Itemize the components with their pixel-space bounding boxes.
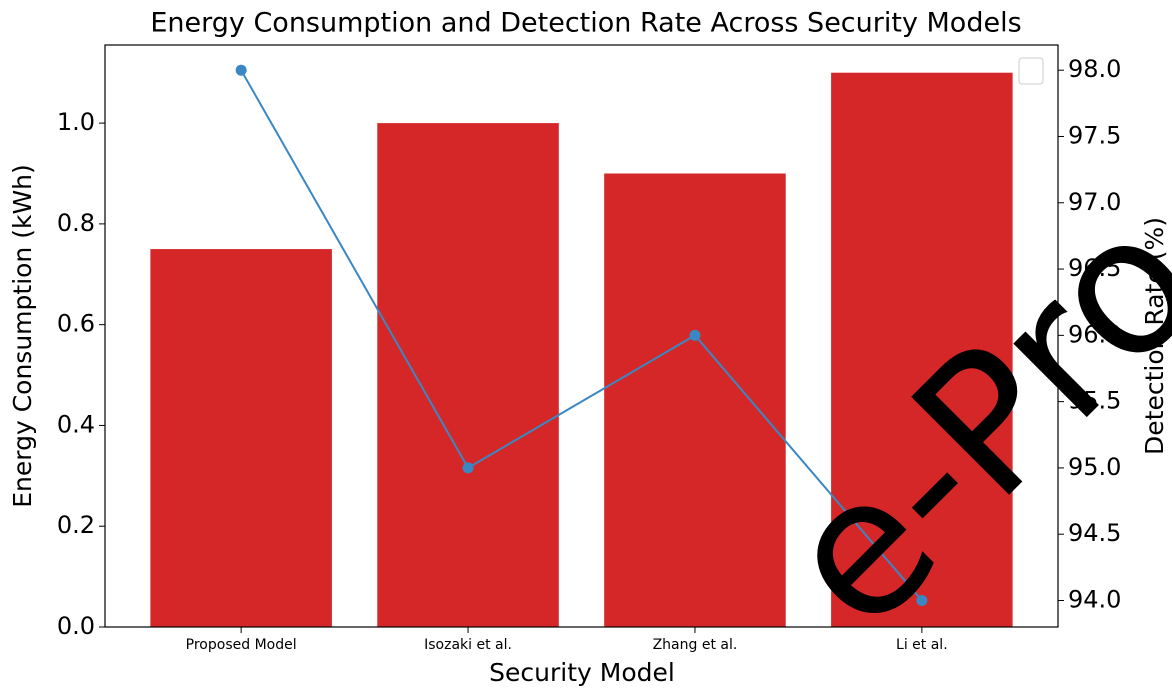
line	[240, 69, 923, 602]
y-tick-label: 0.4	[57, 410, 95, 438]
x-tick-label: Proposed Model	[186, 637, 297, 653]
point	[916, 594, 928, 606]
y2-tick-label: 96.0	[1068, 320, 1121, 348]
y-axis-label: Energy Consumption (kWh)	[8, 164, 37, 508]
y2-tick-label: 94.0	[1068, 585, 1121, 613]
y2-tick-label: 97.5	[1068, 121, 1121, 149]
y2-tick-label: 95.5	[1068, 387, 1121, 415]
bar	[831, 72, 1013, 627]
point	[235, 64, 247, 76]
point	[689, 329, 701, 341]
bar	[604, 173, 786, 627]
y2-tick-label: 97.0	[1068, 188, 1121, 216]
x-axis-label: Security Model	[489, 658, 675, 687]
legend-box	[1018, 57, 1044, 85]
chart-title: Energy Consumption and Detection Rate Ac…	[150, 8, 1021, 39]
y2-tick-label: 95.0	[1068, 453, 1121, 481]
y-tick-label: 0.8	[57, 209, 95, 237]
bar	[150, 249, 332, 627]
point	[462, 462, 474, 474]
y2-axis-label: Detection Rate (%)	[1140, 217, 1169, 455]
y-tick-label: 0.6	[57, 310, 95, 338]
x-tick-label: Li et al.	[896, 637, 948, 653]
y2-tick-label: 96.5	[1068, 254, 1121, 282]
y-tick-label: 0.2	[57, 511, 95, 539]
y-tick-label: 1.0	[57, 108, 95, 136]
bar	[377, 123, 559, 628]
x-tick-label: Zhang et al.	[653, 637, 738, 653]
y-tick-label: 0.0	[57, 612, 95, 640]
plot-frame	[104, 44, 1059, 628]
y2-tick-label: 94.5	[1068, 519, 1121, 547]
y2-tick-label: 98.0	[1068, 55, 1121, 83]
x-tick-label: Isozaki et al.	[424, 637, 512, 653]
